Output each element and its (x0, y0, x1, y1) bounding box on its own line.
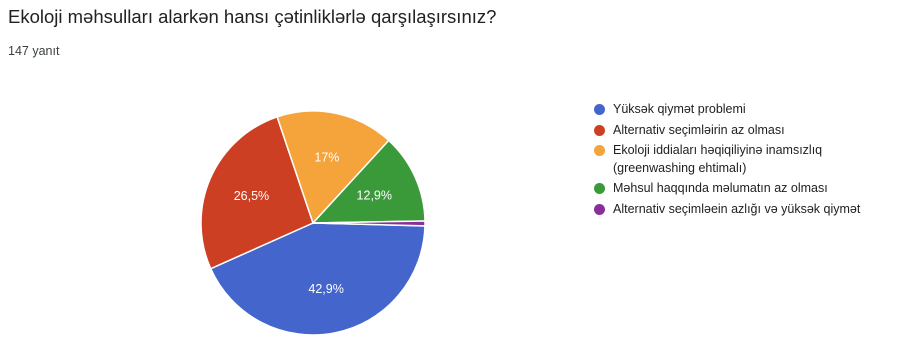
legend-swatch (594, 203, 605, 215)
legend-item-1[interactable]: Yüksək qiymət problemi (594, 101, 894, 119)
legend-swatch (594, 124, 605, 136)
legend-swatch (594, 145, 605, 156)
legend-swatch (594, 104, 605, 115)
chart-legend: Yüksək qiymət problemi Alternativ seçimlə… (594, 101, 894, 221)
chart-card: Ekoloji məhsulları alarkən hansı çətinli… (8, 6, 894, 336)
legend-label: Alternativ seçimləirin az olması (613, 122, 785, 137)
pie-slice-3[interactable] (276, 110, 390, 225)
legend-item-4[interactable]: Məhsul haqqında məlumatın az olması (594, 180, 894, 198)
legend-item-2[interactable]: Alternativ seçimləirin az olması (594, 122, 894, 140)
pie-value-label-2: 26,5% (234, 189, 269, 203)
legend-label: Məhsul haqqında məlumatın az olması (613, 181, 828, 195)
pie-slice-4[interactable] (311, 139, 426, 224)
legend-item-5[interactable]: Alternativ seçimləein azlığı və yüksək q… (594, 201, 894, 219)
legend-label: Alternativ seçimləein azlığı və yüksək q… (613, 201, 861, 216)
pie-value-label-1: 42,9% (308, 282, 343, 296)
pie-chart-svg: 42,9% 26,5% 17% 12,9% (200, 110, 426, 336)
pie-slice-2[interactable] (200, 115, 314, 270)
legend-label: Ekoloji iddiaları həqiqiliyinə inamsızlı… (613, 143, 823, 175)
legend-item-3[interactable]: Ekoloji iddiaları həqiqiliyinə inamsızlı… (594, 142, 894, 177)
pie-chart: 42,9% 26,5% 17% 12,9% (195, 105, 431, 341)
legend-label: Yüksək qiymət problemi (613, 102, 746, 116)
pie-slice-5[interactable] (312, 220, 426, 227)
question-title: Ekoloji məhsulları alarkən hansı çətinli… (8, 6, 497, 27)
pie-value-label-4: 12,9% (357, 188, 392, 202)
pie-value-label-3: 17% (314, 150, 339, 164)
legend-swatch (594, 183, 605, 194)
response-count: 147 yanıt (8, 44, 60, 58)
